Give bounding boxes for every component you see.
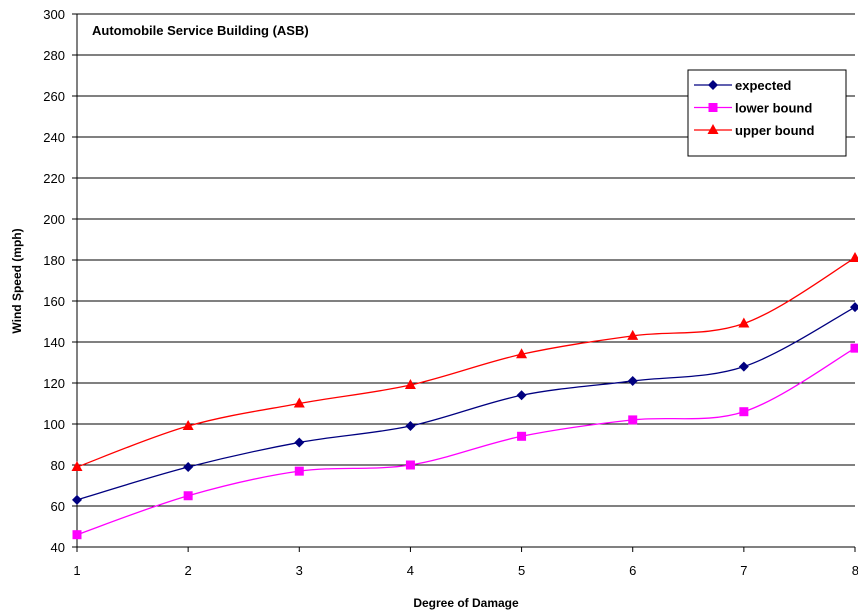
y-tick-label: 160 [43,294,65,309]
data-point-lower-bound [739,407,749,417]
data-point-lower-bound [294,466,304,476]
y-tick-label: 260 [43,89,65,104]
series-expected [72,302,858,505]
x-tick-label: 8 [852,563,858,578]
gridlines [77,13,855,548]
legend-marker-upper-bound [707,124,719,134]
data-point-lower-bound [628,415,638,425]
data-point-lower-bound [405,460,415,470]
x-tick-label: 2 [185,563,192,578]
data-point-lower-bound [72,530,82,540]
y-tick-label: 80 [51,458,65,473]
chart-title: Automobile Service Building (ASB) [92,23,309,38]
y-tick-label: 300 [43,7,65,22]
data-point-expected [738,361,749,372]
y-tick-label: 140 [43,335,65,350]
x-tick-label: 7 [740,563,747,578]
data-point-expected [850,302,858,313]
axes [72,13,856,552]
series-line-lower-bound [76,347,856,536]
data-point-expected [72,494,82,505]
x-tick-label: 4 [407,563,414,578]
y-tick-label: 40 [51,540,65,555]
y-tick-label: 60 [51,499,65,514]
data-point-upper-bound [738,317,750,328]
legend-marker-expected [708,80,718,90]
data-point-expected [405,421,416,432]
x-tick-label: 1 [73,563,80,578]
x-tick-label: 6 [629,563,636,578]
legend-label-expected: expected [735,78,791,93]
data-point-expected [183,462,194,473]
data-point-upper-bound [627,329,639,340]
y-tick-label: 200 [43,212,65,227]
y-axis-title: Wind Speed (mph) [10,228,24,333]
data-point-lower-bound [850,343,858,353]
x-tick-labels: 1 2 3 4 5 6 7 8 [73,563,858,578]
legend: expected lower bound upper bound [687,69,847,157]
legend-marker-lower-bound [708,103,718,112]
data-point-expected [516,390,527,401]
legend-label-upper-bound: upper bound [735,123,814,138]
y-tick-labels: 40 60 80 100 120 140 160 180 200 220 240 260 280 300 [43,7,65,555]
data-point-upper-bound [404,379,416,390]
y-tick-label: 180 [43,253,65,268]
data-point-upper-bound [849,251,858,262]
x-tick-label: 5 [518,563,525,578]
y-tick-label: 240 [43,130,65,145]
data-point-lower-bound [183,491,193,501]
data-point-upper-bound [71,461,83,472]
y-tick-label: 120 [43,376,65,391]
y-tick-label: 220 [43,171,65,186]
series-line-expected [76,306,856,501]
data-point-lower-bound [517,431,527,441]
data-point-upper-bound [293,397,305,408]
data-point-upper-bound [516,348,528,359]
data-point-expected [627,375,638,386]
x-tick-label: 3 [296,563,303,578]
x-axis-title: Degree of Damage [413,596,519,610]
legend-label-lower-bound: lower bound [735,101,812,116]
data-point-expected [294,437,305,448]
y-tick-label: 280 [43,48,65,63]
series-line-upper-bound [76,257,856,468]
y-tick-label: 100 [43,417,65,432]
series-lines [71,251,858,540]
data-point-upper-bound [182,420,194,431]
series-upper-bound [71,251,858,472]
series-lower-bound [72,343,858,540]
